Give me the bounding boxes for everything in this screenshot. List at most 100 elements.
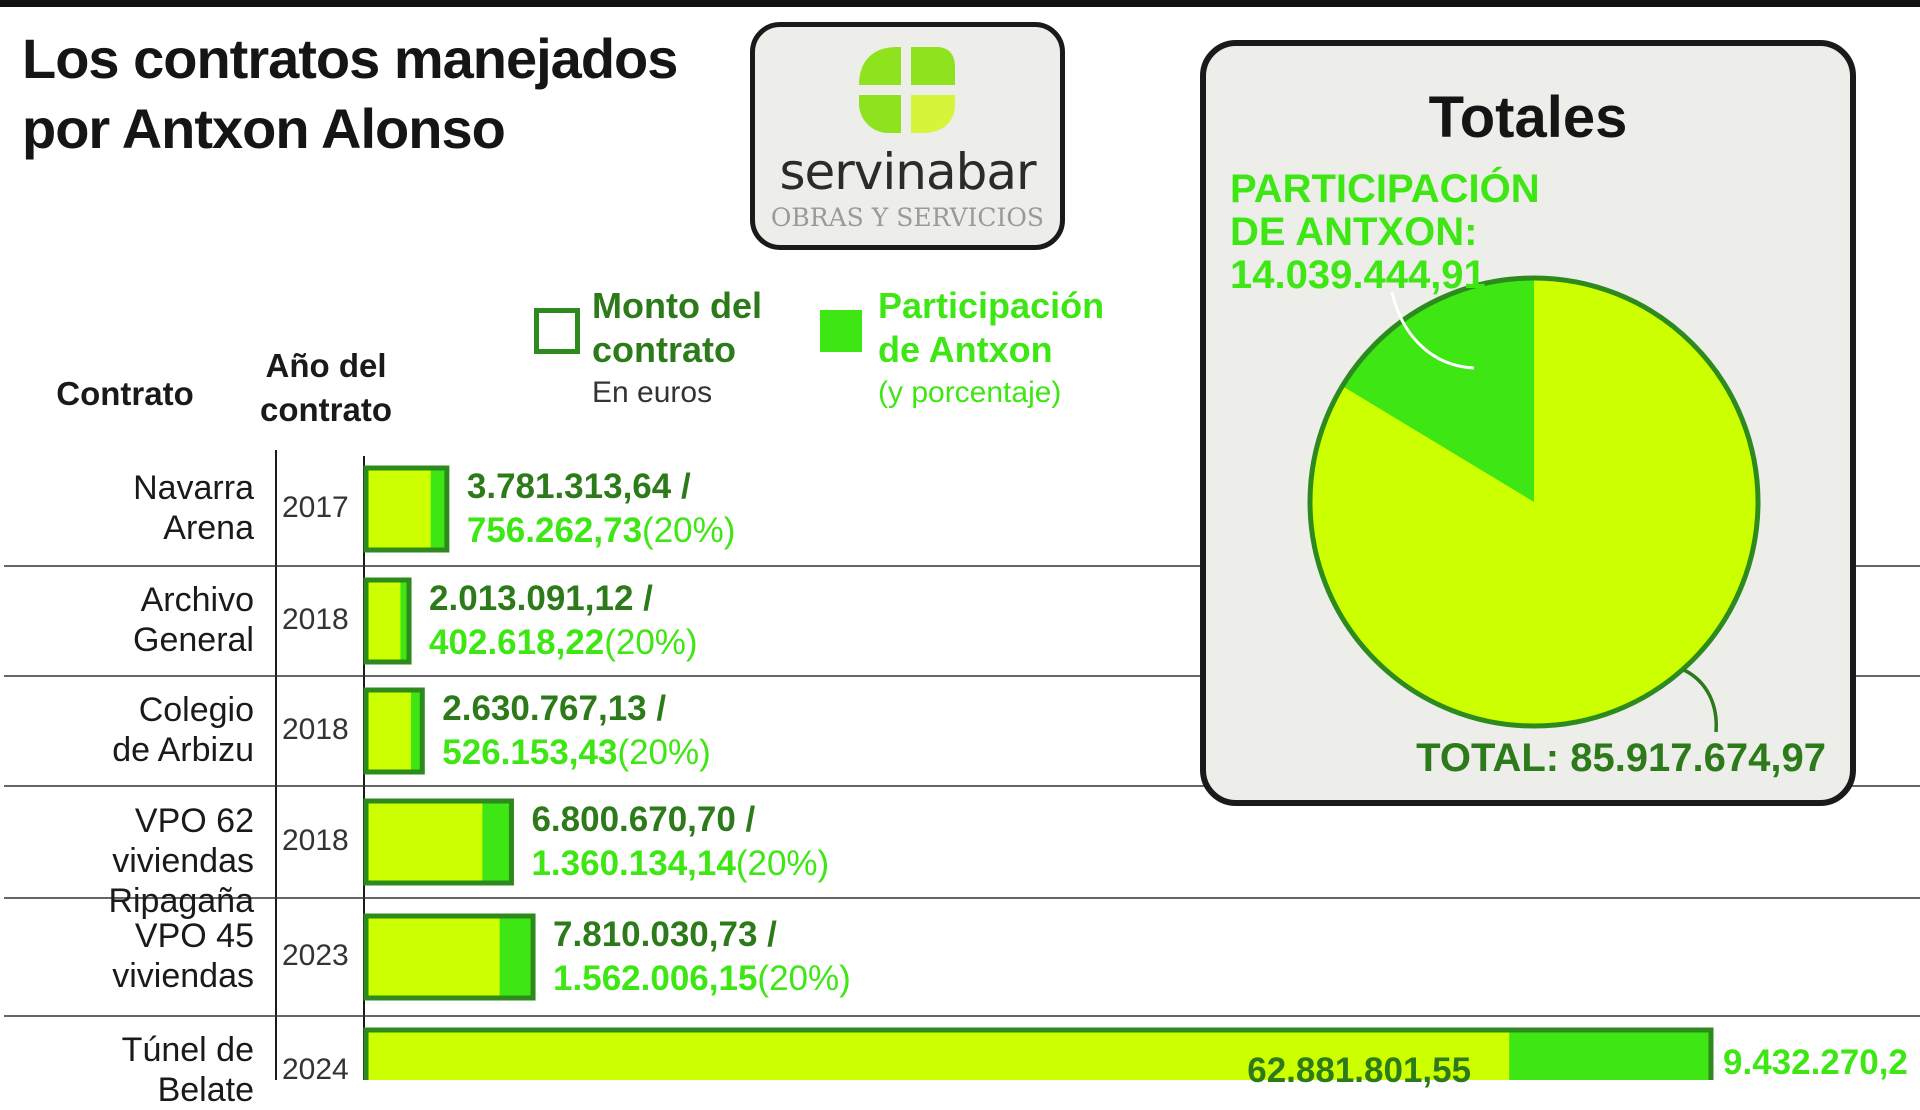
legend-participacion-line-2: de Antxon [878,329,1053,370]
logo-cross-mark-icon [859,47,955,133]
top-rule [0,0,1920,7]
header-anio: Año del contrato [246,344,406,432]
totals-pie-chart [1307,275,1761,733]
legend-participacion-line-1: Participación [878,285,1105,326]
value-labels-inside: 62.881.801,55 [1247,1049,1471,1093]
bar-outline [363,798,514,886]
value-label-percentage: (20%) [757,959,851,998]
title-line-1: Los contratos manejados [22,27,678,90]
pie-participacion-leader [1390,291,1475,370]
totals-panel: Totales PARTICIPACIÓN DE ANTXON: 14.039.… [1200,40,1856,806]
contract-name-line-1: Túnel de [121,1031,254,1069]
value-labels: 3.781.313,64 /756.262,73(20%) [467,465,736,553]
bar-monto [366,1030,1711,1080]
contract-name: Colegio de Arbizu [0,690,254,770]
pie-participacion-label: PARTICIPACIÓN DE ANTXON: 14.039.444,91 [1230,168,1540,297]
contract-name-line-2: de Arbizu [112,731,254,769]
value-label-percentage: (20%) [642,511,736,550]
bar-participacion [411,690,423,772]
pie-total-leader [1683,668,1718,733]
value-label-participacion-line: 1.562.006,15(20%) [553,957,851,1001]
pie-participacion-value: 14.039.444,91 [1230,253,1486,297]
pie-total-label: TOTAL: 85.917.674,97 [1416,736,1826,780]
contract-name-line-1: Colegio [138,691,254,729]
legend-participacion-swatch [820,310,862,352]
contract-name-line-2: Belate [157,1071,254,1109]
contract-name-line-2: Ripagaña [108,882,254,920]
value-label-participacion-line: 526.153,43(20%) [442,731,711,775]
contracts-bar-chart [4,450,1920,1080]
pie-slice-participacion [1342,278,1534,502]
contract-name: VPO 45 viviendas [0,916,254,996]
contract-name-line-2: viviendas [112,957,254,995]
value-labels-outside: 9.432.270,2 [1723,1041,1908,1085]
value-label-participacion: 9.432.270,2 [1723,1043,1908,1082]
value-label-monto: 7.810.030,73 / [553,915,777,954]
bar-outline [363,577,412,665]
value-label-participacion: 1.562.006,15 [553,959,758,998]
value-labels: 2.013.091,12 /402.618,22(20%) [429,577,698,665]
value-label-participacion: 402.618,22 [429,623,605,662]
contract-year: 2023 [282,939,349,972]
legend-participacion-sub: (y porcentaje) [878,376,1062,409]
bar-participacion [400,580,410,662]
value-label-percentage: (20%) [604,623,698,662]
logo-name: servinabar [779,143,1036,201]
contract-year: 2018 [282,713,349,746]
page-title: Los contratos manejados por Antxon Alons… [22,24,678,164]
header-contrato: Contrato [56,375,194,412]
value-label-monto: 2.630.767,13 / [442,689,667,728]
legend-participacion-label: Participación de Antxon [878,284,1118,372]
value-label-monto-line: 6.800.670,70 / [531,798,829,842]
contract-name-line-1: VPO 62 viviendas [112,802,254,880]
contract-year: 2018 [282,603,349,636]
contract-year: 2018 [282,824,349,857]
value-label-percentage: (20%) [735,844,830,883]
value-label-monto: 3.781.313,64 / [466,467,691,506]
pie-participacion-line-1: PARTICIPACIÓN [1230,167,1540,211]
contract-name-line-1: VPO 45 [134,917,254,955]
value-labels: 6.800.670,70 /1.360.134,14(20%) [531,798,829,886]
bar-participacion [430,468,447,550]
bar-outline [363,1027,1714,1080]
servinabar-logo: servinabar OBRAS Y SERVICIOS [750,22,1065,250]
value-label-participacion: 756.262,73 [466,511,643,550]
contract-name: VPO 62 viviendas Ripagaña [0,801,254,921]
contract-name: Navarra Arena [0,468,254,548]
value-label-participacion: 1.360.134,14 [531,844,736,883]
legend-monto-label: Monto del contrato [592,284,832,372]
contract-name: Archivo General [0,580,254,660]
bar-participacion [499,916,534,998]
bar-outline [363,465,450,553]
bar-participacion [1509,1030,1711,1080]
pie-participacion-line-2: DE ANTXON: [1230,210,1478,254]
value-label-monto: 62.881.801,55 [1247,1051,1472,1090]
value-label-participacion-line: 1.360.134,14(20%) [531,842,829,886]
value-labels: 2.630.767,13 /526.153,43(20%) [442,687,711,775]
contract-year: 2017 [282,491,349,524]
value-label-percentage: (20%) [617,733,711,772]
legend-monto-sub: En euros [592,376,713,409]
contract-name-line-2: Arena [163,509,254,547]
header-anio-line-2: contrato [260,391,392,428]
contract-name-line-1: Archivo [140,581,254,619]
value-label-monto-line: 7.810.030,73 / [553,913,851,957]
value-label-participacion-line: 756.262,73(20%) [467,509,736,553]
totals-title: Totales [1428,85,1628,150]
bar-outline [363,913,536,1001]
logo-subtitle: OBRAS Y SERVICIOS [770,203,1045,232]
header-anio-line-1: Año del [265,347,387,384]
legend-monto-line-1: Monto del [592,285,762,326]
pie-outline [1307,275,1761,729]
contract-name-line-1: Navarra [133,469,254,507]
contract-name-line-2: General [133,621,254,659]
value-label-monto-line: 2.630.767,13 / [442,687,711,731]
value-label-participacion-line: 402.618,22(20%) [429,621,698,665]
contract-year: 2024 [282,1053,349,1086]
legend-monto-swatch [534,308,580,354]
value-label-monto: 2.013.091,12 / [429,579,653,618]
value-label-participacion: 526.153,43 [442,733,618,772]
value-label-monto: 6.800.670,70 / [531,800,756,839]
title-line-2: por Antxon Alonso [22,97,506,160]
contract-name: Túnel de Belate [0,1030,254,1110]
